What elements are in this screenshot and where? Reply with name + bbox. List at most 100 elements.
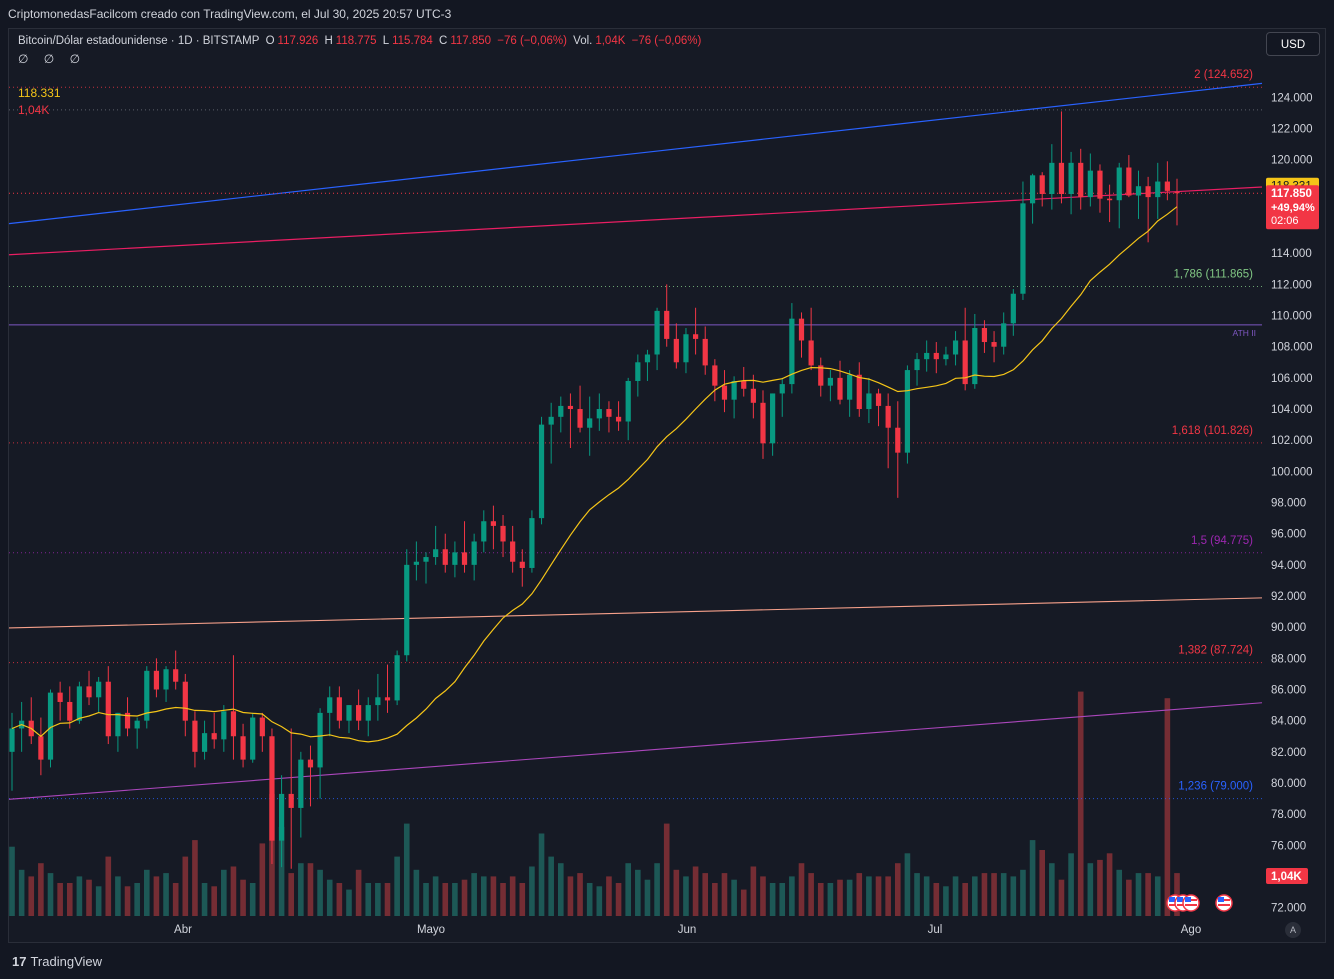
price-tick-label: 114.000 [1271,248,1312,260]
flag-canton [1177,897,1183,902]
chart-frame[interactable] [8,28,1326,943]
volume-bar [981,873,988,916]
volume-bar [817,883,824,916]
indicator-toggles[interactable]: ∅ ∅ ∅ [18,52,87,66]
candle-body [827,377,833,386]
candle-body [1010,293,1016,324]
candle-body [644,354,651,363]
volume-bar [278,826,285,916]
volume-bar [143,869,150,916]
open-label: O [265,35,275,47]
us-flag-icon [1215,894,1233,912]
tradingview-logo-text: TradingView [30,954,103,969]
price-tick-label: 122.000 [1271,124,1313,136]
volume-bar [76,876,83,916]
last-price-tag [1266,185,1319,230]
volume-bar [490,876,497,916]
volume-bar [1058,879,1065,916]
price-tick-label: 102.000 [1271,435,1313,447]
price-tick-label: 86.000 [1271,685,1306,697]
candle-body [240,736,246,760]
volume-bar [972,876,978,916]
volume-bar [28,876,35,916]
open-value: 117.926 [277,35,319,47]
candle-body [298,759,304,808]
ma-legend-value: 118.331 [18,86,61,100]
high-value: 118.775 [335,35,377,47]
candle-body [1164,181,1170,191]
candle-body [519,561,525,568]
candle-body [490,521,497,526]
volume-bar [413,869,420,916]
volume-bar [211,886,217,916]
candle-body [798,318,805,341]
price-tick-label: 78.000 [1271,809,1306,821]
candle-body [866,393,872,410]
candle-body [856,374,862,410]
moving-average [11,206,1178,743]
candle-body [481,521,487,542]
candle-body [452,552,458,565]
candle-body [1049,162,1055,195]
candle-body [750,388,756,403]
candle-body [442,549,448,565]
volume-bar [740,889,747,916]
candle-body [924,352,930,360]
volume-bar [615,883,622,916]
candle-body [1097,170,1103,199]
countdown-text: 02:06 [1271,215,1299,227]
volume-bar [808,873,814,916]
candle-body [981,328,988,343]
candle-body [731,380,737,400]
candle-body [1126,167,1132,196]
candle-body [712,365,718,386]
volume-bar [586,883,593,916]
price-tick-label: 90.000 [1271,622,1306,634]
candle-body [413,561,419,565]
candle-body [336,697,342,721]
candle-body [38,736,44,760]
volume-bar [471,873,477,916]
volume-bar [18,869,25,916]
volume-bar [336,883,343,916]
price-tick-label: 88.000 [1271,653,1306,665]
price-tick-label: 96.000 [1271,529,1306,541]
volume-bar [683,876,689,916]
volume-bar [914,873,920,916]
candle-body [423,557,429,562]
volume-bar [519,883,526,916]
time-axis-label: Ago [1181,924,1201,936]
ma-line [11,206,1178,743]
candle-body [269,736,275,841]
tradingview-logo[interactable]: 17 TradingView [12,954,102,969]
candle-body [1135,186,1142,196]
volume-bar [240,879,246,916]
auto-scale-button[interactable]: A [1285,922,1301,938]
volume-bar [1000,873,1007,916]
flag-canton [1218,897,1224,902]
candle-body [105,681,111,737]
volume-bar [288,873,295,916]
volume-bar [567,876,574,916]
candle-body [221,711,227,740]
symbol-title[interactable]: Bitcoin/Dólar estadounidense · 1D · BITS… [18,35,260,47]
volume-bar [298,863,304,916]
flag-canton [1169,897,1175,902]
candle-body [1020,203,1026,294]
currency-button[interactable]: USD [1266,32,1320,56]
candle-body [259,717,265,737]
volume-bar [1068,853,1074,916]
candle-body [96,681,102,698]
candle-body [692,334,699,339]
pink-trendline [8,186,1263,256]
volume-bar [57,883,63,916]
volume-bar [837,879,843,916]
volume-bar [153,876,160,916]
candle-body [115,712,121,737]
candle-body [1039,175,1045,195]
candle-body [163,669,169,690]
flag-canton [1185,897,1191,902]
candle-body [548,416,554,425]
volume-tag [1266,868,1308,884]
